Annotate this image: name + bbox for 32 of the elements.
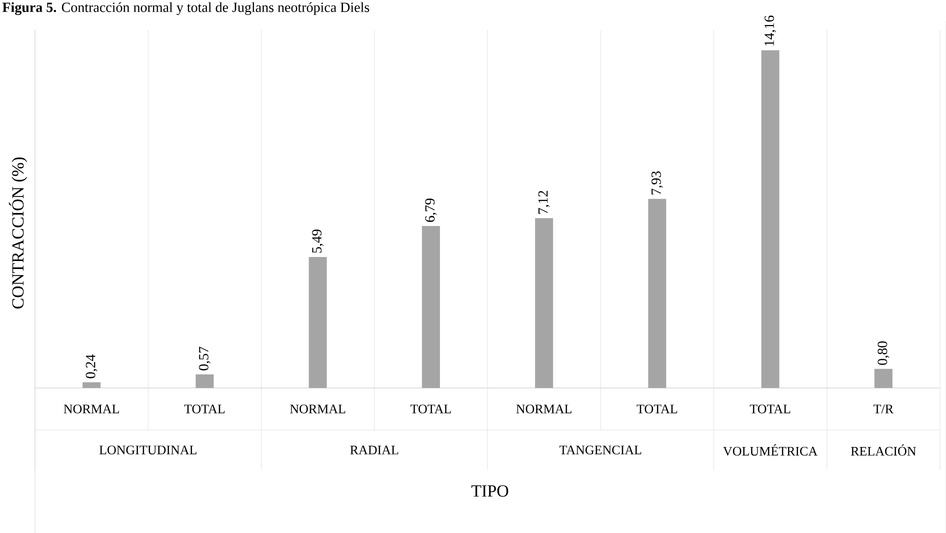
x-tick-label: TOTAL — [184, 404, 225, 414]
data-label: 14,16 — [764, 16, 776, 46]
data-label: 0,80 — [878, 341, 890, 365]
x-tick-label: NORMAL — [290, 404, 346, 414]
text: LONGITUDINAL — [99, 446, 196, 454]
x-tick-label: NORMAL — [516, 404, 572, 414]
x-axis-title: TIPO — [471, 485, 508, 497]
x-tick-label: TOTAL — [750, 404, 790, 414]
text: VOLUMÉTRICA — [723, 444, 818, 456]
data-label: 0,24 — [86, 354, 98, 378]
text: RADIAL — [350, 446, 398, 454]
y-axis-title: CONTRACCIÓN (%) — [8, 157, 28, 309]
bar — [82, 382, 101, 388]
bar — [196, 374, 214, 388]
chart-title: Figura 5. Contracción normal y total de Juglans neotrópica Diels — [2, 2, 370, 16]
text: RELACIÓN — [850, 444, 916, 456]
data-label: 6,79 — [425, 198, 437, 222]
x-tick-label: T/R — [874, 404, 894, 414]
bar — [535, 218, 554, 388]
x-tick-label: NORMAL — [64, 404, 119, 414]
data-label: 5,49 — [312, 230, 324, 253]
bar — [422, 226, 440, 388]
bar — [648, 198, 666, 388]
x-tick-label: TOTAL — [636, 404, 678, 414]
bar — [308, 257, 327, 388]
data-label: 0,57 — [198, 346, 210, 370]
x-tick-label: TOTAL — [410, 404, 451, 414]
data-label: 7,93 — [651, 171, 663, 194]
bar — [761, 50, 780, 388]
data-label: 7,12 — [538, 190, 550, 214]
bar — [874, 368, 892, 388]
text: TANGENCIAL — [560, 446, 642, 454]
